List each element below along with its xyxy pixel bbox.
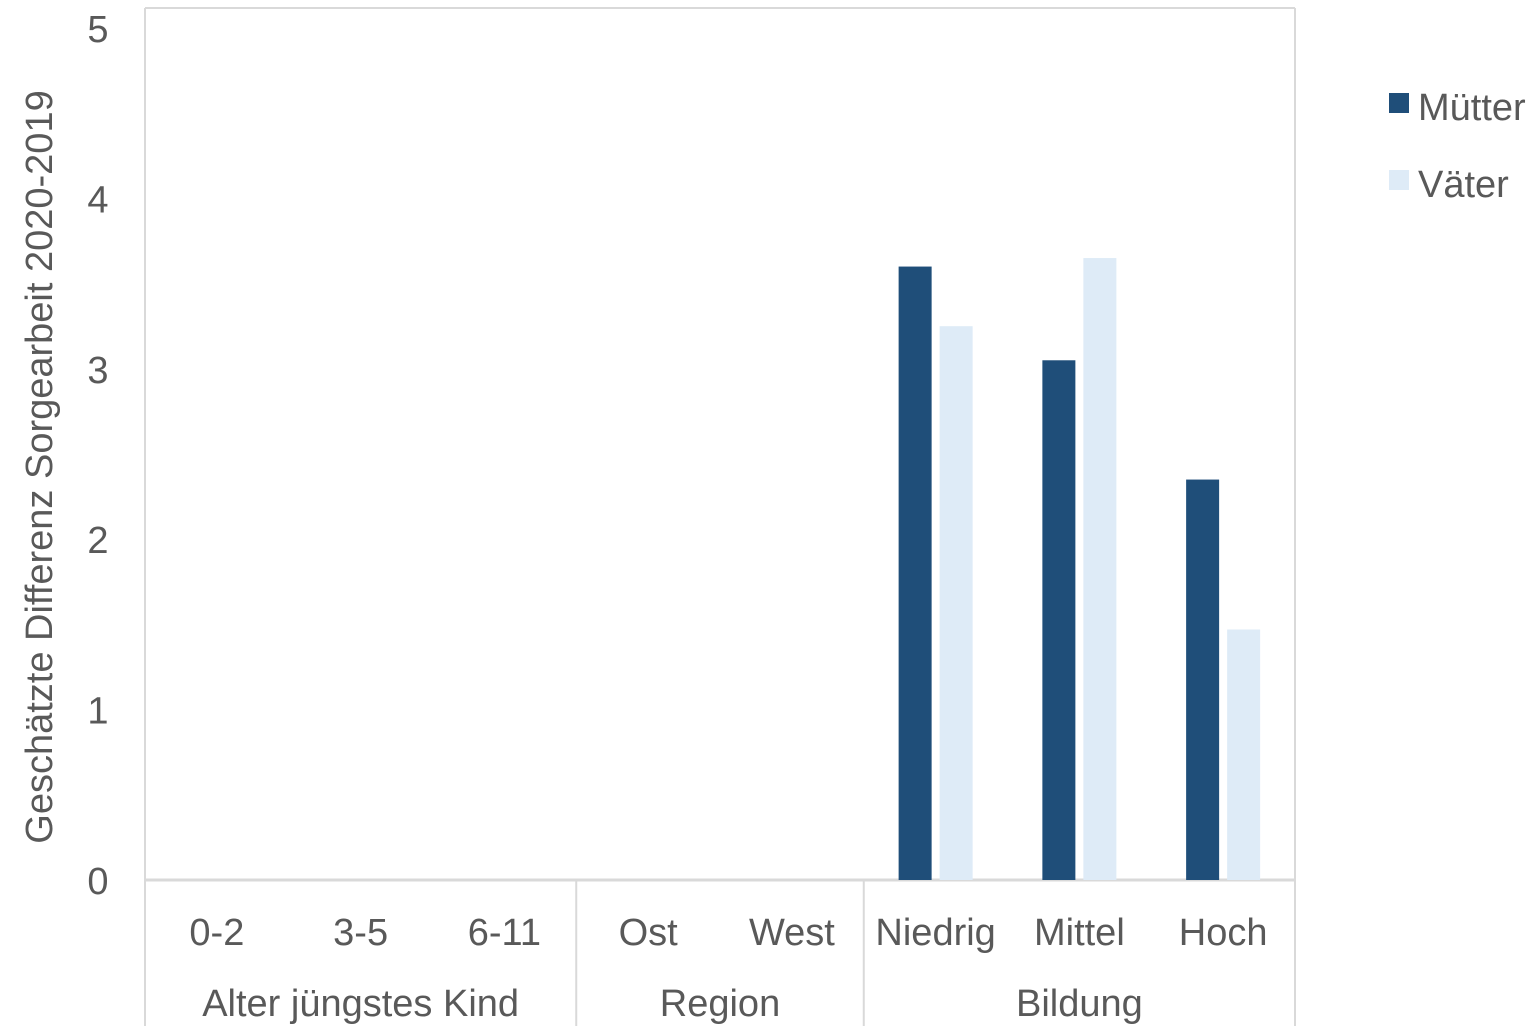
- x-category-label: Niedrig: [875, 912, 995, 954]
- y-tick-label: 5: [87, 9, 108, 51]
- legend-swatch: [1389, 93, 1409, 113]
- y-tick-label: 3: [87, 350, 108, 392]
- legend-label: Väter: [1418, 164, 1509, 206]
- y-tick-label: 0: [87, 861, 108, 903]
- bar-muetter-7: [1186, 479, 1220, 880]
- bar-vaeter-7: [1227, 629, 1261, 880]
- legend: Mütter Väter: [1389, 87, 1526, 206]
- plot-frame: [144, 7, 1296, 1026]
- x-category-label: 0-2: [189, 912, 244, 954]
- x-group-label: Bildung: [1016, 983, 1143, 1025]
- y-axis-title: Geschätzte Differenz Sorgearbeit 2020-20…: [19, 90, 61, 843]
- x-category-label: Mittel: [1034, 912, 1125, 954]
- bars: [898, 258, 1261, 880]
- x-category-label: Hoch: [1179, 912, 1268, 954]
- bar-vaeter-6: [1083, 258, 1117, 880]
- bar-muetter-5: [898, 266, 932, 880]
- y-tick-label: 2: [87, 520, 108, 562]
- y-tick-label: 4: [87, 179, 108, 221]
- x-group-label: Alter jüngstes Kind: [202, 983, 519, 1025]
- bar-vaeter-5: [939, 326, 973, 880]
- x-axis-groups: Alter jüngstes Kind Region Bildung: [202, 983, 1143, 1025]
- y-axis-ticks: 0 1 2 3 4 5: [87, 9, 108, 903]
- x-category-label: 3-5: [333, 912, 388, 954]
- legend-swatch: [1389, 170, 1409, 190]
- x-category-label: West: [749, 912, 835, 954]
- x-group-label: Region: [660, 983, 780, 1025]
- y-tick-label: 1: [87, 691, 108, 733]
- bar-muetter-6: [1042, 360, 1076, 880]
- x-category-label: 6-11: [468, 912, 541, 954]
- x-axis-categories: 0-2 3-5 6-11 Ost West Niedrig Mittel Hoch: [189, 912, 1267, 954]
- x-category-label: Ost: [619, 912, 679, 954]
- legend-label: Mütter: [1418, 87, 1526, 129]
